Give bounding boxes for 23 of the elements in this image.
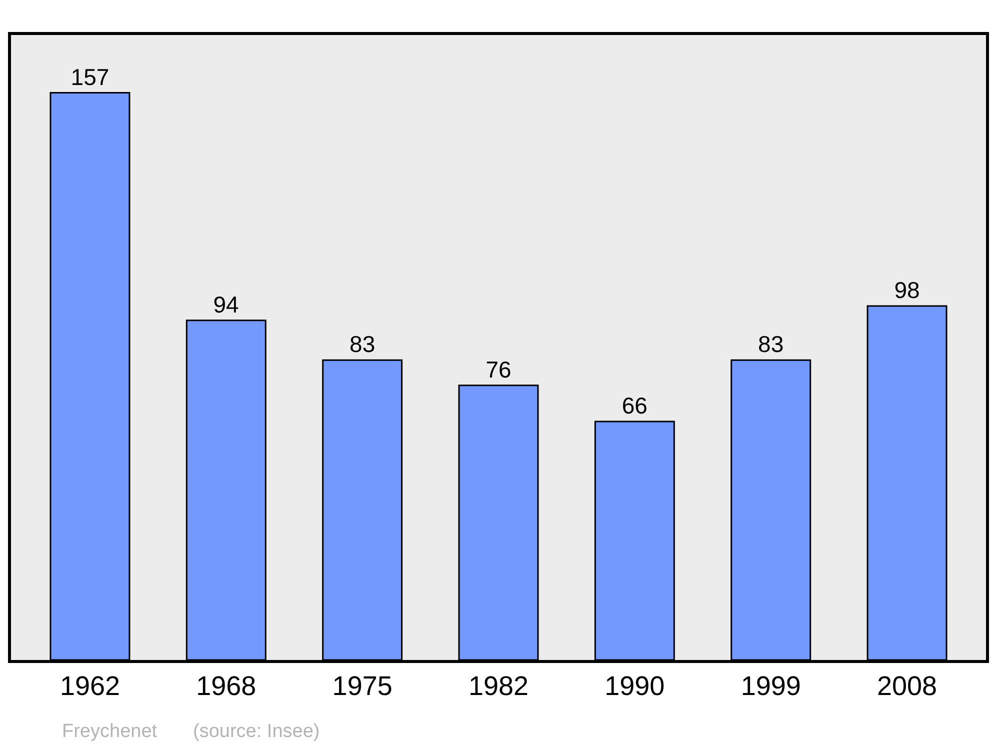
x-tick-label: 2008	[876, 671, 938, 702]
data-label: 83	[758, 331, 784, 358]
x-tick-label: 1982	[468, 671, 529, 702]
bar	[50, 92, 130, 660]
bar	[322, 359, 403, 660]
data-label: 83	[350, 331, 376, 358]
x-tick-label: 1990	[604, 671, 665, 702]
x-tick-label: 1968	[196, 671, 256, 702]
x-tick-label: 1962	[60, 671, 120, 702]
x-tick-label: 1975	[332, 671, 392, 702]
data-label: 98	[894, 276, 920, 303]
text: Freychenet	[62, 721, 158, 742]
bar	[730, 359, 812, 660]
text: (source: Insee)	[193, 721, 320, 742]
data-label: 76	[486, 356, 512, 382]
bar	[594, 420, 675, 660]
bar	[186, 320, 266, 660]
data-label: 94	[213, 291, 240, 318]
x-tick-label: 1999	[740, 671, 801, 702]
bar	[458, 384, 539, 660]
data-label: 66	[622, 392, 648, 419]
bar	[866, 305, 948, 660]
data-label: 157	[70, 64, 110, 90]
